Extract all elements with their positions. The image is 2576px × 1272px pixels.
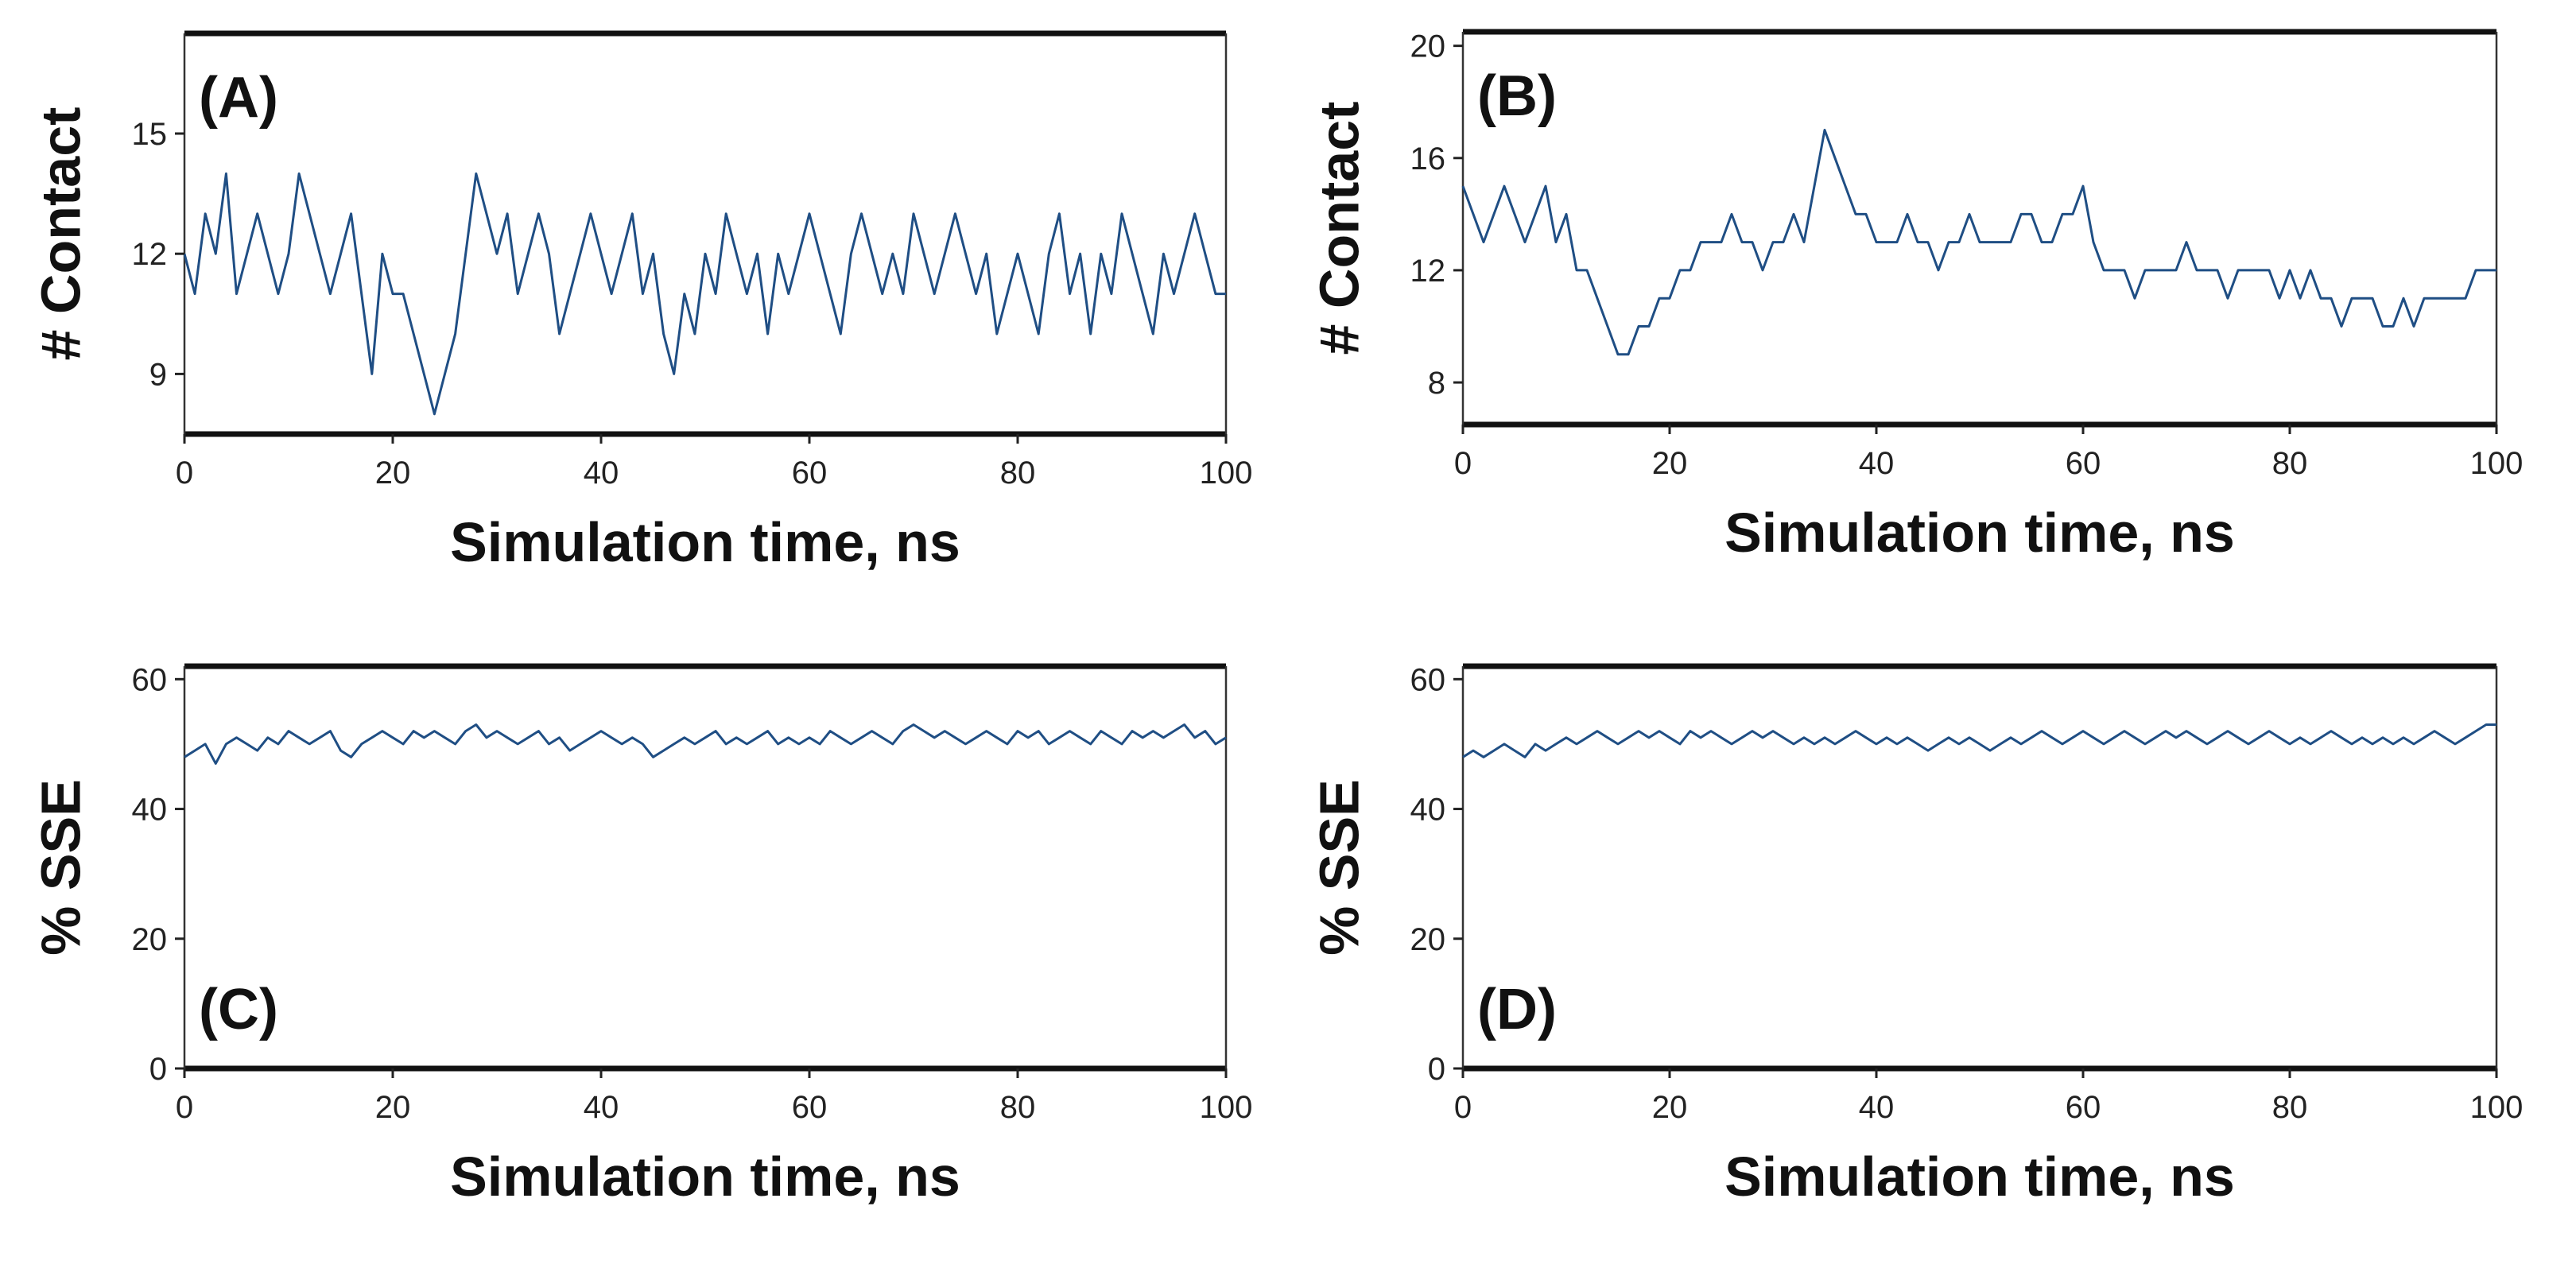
panel-label: (D) [1477, 978, 1557, 1041]
x-axis-label: Simulation time, ns [1724, 502, 2235, 564]
x-tick-label: 40 [1859, 446, 1895, 481]
x-tick-label: 20 [375, 456, 411, 491]
x-tick-label: 80 [1000, 456, 1036, 491]
x-tick-label: 60 [792, 1090, 828, 1125]
x-axis-label: Simulation time, ns [450, 511, 960, 573]
x-tick-label: 100 [2470, 1090, 2524, 1125]
panel-c: 0 20 40 60 80 100 0 20 40 60 Simulation time, ns % … [29, 662, 1252, 1208]
y-axis-label: # Contact [29, 107, 91, 361]
y-tick-label: 40 [132, 793, 168, 828]
panel-label: (A) [199, 66, 278, 130]
x-tick-label: 40 [584, 1090, 619, 1125]
x-tick-label: 40 [584, 456, 619, 491]
x-tick-label: 0 [1454, 446, 1472, 481]
x-axis-label: Simulation time, ns [1724, 1146, 2235, 1208]
y-axis-label: % SSE [29, 779, 91, 956]
y-tick-label: 60 [1410, 662, 1446, 697]
y-axis-label: # Contact [1308, 102, 1370, 355]
y-tick-label: 15 [132, 117, 168, 152]
y-tick-label: 8 [1428, 366, 1445, 401]
y-tick-label: 16 [1410, 142, 1446, 176]
x-tick-label: 80 [2272, 446, 2308, 481]
x-tick-label: 20 [375, 1090, 411, 1125]
series-line [184, 723, 1227, 765]
x-tick-label: 100 [2470, 446, 2524, 481]
x-tick-label: 100 [1200, 1090, 1253, 1125]
series-line [183, 172, 1226, 416]
x-tick-label: 20 [1652, 446, 1688, 481]
y-tick-label: 20 [1410, 29, 1446, 64]
x-tick-label: 80 [1000, 1090, 1036, 1125]
y-tick-label: 12 [1410, 254, 1446, 289]
series-line [1461, 129, 2496, 356]
panel-d: 0 20 40 60 80 100 0 20 40 60 Simulation time, ns % … [1308, 662, 2523, 1208]
y-tick-label: 9 [149, 357, 167, 392]
y-tick-label: 20 [132, 922, 168, 957]
x-tick-label: 60 [2066, 446, 2101, 481]
x-tick-label: 0 [176, 456, 193, 491]
panel-label: (B) [1477, 64, 1557, 128]
y-tick-label: 60 [132, 662, 168, 697]
x-tick-label: 20 [1652, 1090, 1688, 1125]
y-tick-label: 0 [149, 1052, 167, 1087]
x-tick-label: 80 [2272, 1090, 2308, 1125]
panel-a: 0 20 40 60 80 100 9 12 15 Simulation time, ns # Co… [29, 30, 1253, 573]
y-tick-label: 40 [1410, 793, 1446, 828]
y-tick-label: 12 [132, 237, 168, 272]
y-tick-label: 0 [1428, 1052, 1445, 1087]
panel-b: 0 20 40 60 80 100 8 12 16 20 Simulation time, ns # … [1308, 29, 2523, 564]
x-tick-label: 60 [2066, 1090, 2101, 1125]
x-tick-label: 40 [1859, 1090, 1895, 1125]
x-tick-label: 0 [1454, 1090, 1472, 1125]
series-line [1462, 723, 2496, 758]
panel-label: (C) [199, 978, 278, 1041]
x-tick-label: 60 [792, 456, 828, 491]
y-axis-label: % SSE [1308, 779, 1370, 956]
y-tick-label: 20 [1410, 922, 1446, 957]
x-axis-label: Simulation time, ns [450, 1146, 960, 1208]
x-tick-label: 100 [1200, 456, 1253, 491]
x-tick-label: 0 [176, 1090, 193, 1125]
